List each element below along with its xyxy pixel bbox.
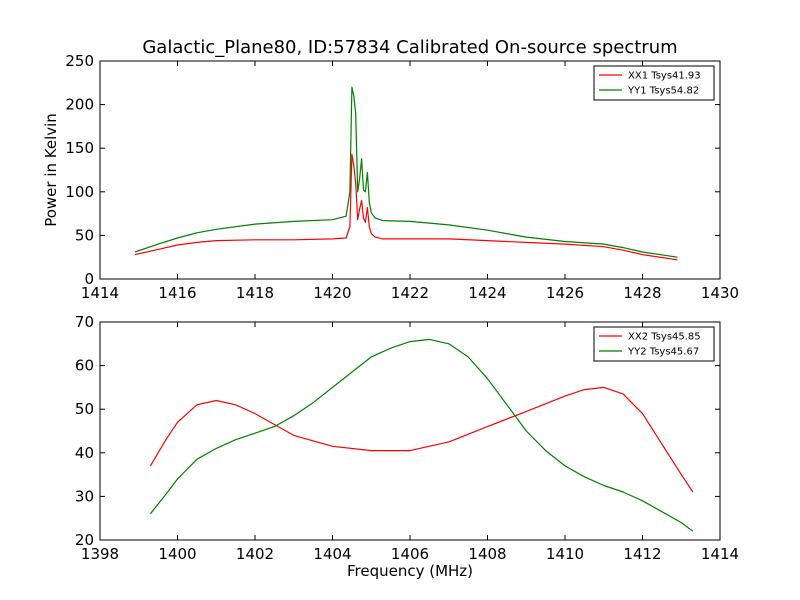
legend: XX2 Tsys45.85 YY2 Tsys45.67 — [593, 326, 715, 362]
x-tick-label: 1418 — [236, 284, 274, 302]
x-tick-label: 1428 — [623, 284, 661, 302]
y-tick-label: 0 — [84, 270, 94, 288]
x-tick-label: 1424 — [468, 284, 506, 302]
chart-title: Galactic_Plane80, ID:57834 Calibrated On… — [142, 37, 677, 58]
x-tick-label: 1426 — [546, 284, 584, 302]
series-line-1 — [134, 153, 678, 261]
x-tick-label: 1430 — [701, 284, 739, 302]
legend-box — [593, 326, 715, 362]
y-tick-label: 20 — [75, 531, 94, 549]
legend-box — [593, 65, 715, 101]
legend: XX1 Tsys41.93 YY1 Tsys54.82 — [593, 65, 715, 101]
y-tick-label: 50 — [75, 226, 94, 244]
series-line-2 — [149, 338, 694, 532]
x-tick-label: 1420 — [313, 284, 351, 302]
x-tick-label: 1406 — [391, 545, 429, 563]
series-line-2 — [134, 86, 678, 258]
y-tick-label: 250 — [65, 52, 94, 70]
y-tick-label: 50 — [75, 400, 94, 418]
legend-entry: YY1 Tsys54.82 — [627, 86, 699, 97]
y-tick-label: 70 — [75, 313, 94, 331]
y-tick-label: 30 — [75, 487, 94, 505]
x-tick-label: 1402 — [236, 545, 274, 563]
y-tick-label: 100 — [65, 183, 94, 201]
x-tick-label: 1400 — [158, 545, 196, 563]
x-tick-label: 1416 — [158, 284, 196, 302]
legend-entry: XX1 Tsys41.93 — [628, 71, 701, 82]
y-tick-label: 40 — [75, 444, 94, 462]
x-tick-label: 1412 — [623, 545, 661, 563]
x-tick-label: 1414 — [81, 284, 119, 302]
x-tick-label: 1408 — [468, 545, 506, 563]
x-tick-label: 1410 — [546, 545, 584, 563]
x-tick-label: 1404 — [313, 545, 351, 563]
x-tick-label: 1422 — [391, 284, 429, 302]
legend-entry: XX2 Tsys45.85 — [628, 332, 701, 343]
y-tick-label: 150 — [65, 139, 94, 157]
x-tick-label: 1398 — [81, 545, 119, 563]
legend-entry: YY2 Tsys45.67 — [627, 347, 699, 358]
x-axis-label: Frequency (MHz) — [347, 562, 473, 580]
y-tick-label: 200 — [65, 96, 94, 114]
y-axis-label: Power in Kelvin — [42, 113, 60, 227]
top-spectrum-panel: 1414 1416 1418 1420 1422 1424 1426 1428 1430 0 50 1… — [42, 52, 739, 302]
x-tick-label: 1414 — [701, 545, 739, 563]
bottom-spectrum-panel: 1398 1400 1402 1404 1406 1408 1410 1412 1414 20 30… — [75, 313, 739, 580]
series-line-1 — [149, 386, 694, 493]
y-tick-label: 60 — [75, 357, 94, 375]
